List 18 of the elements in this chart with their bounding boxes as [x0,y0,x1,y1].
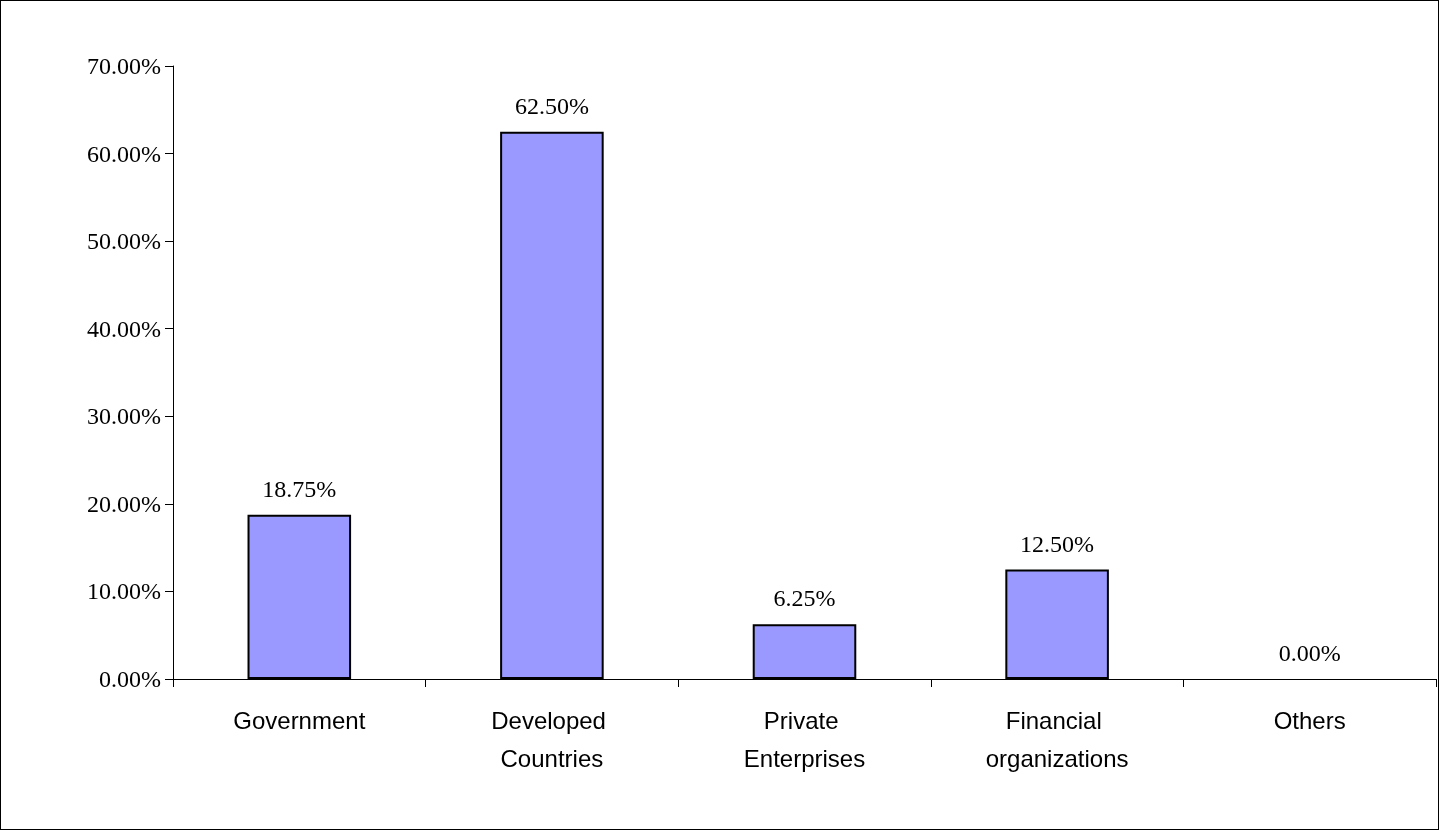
y-tick-label: 50.00% [87,228,161,255]
data-label: 62.50% [514,92,589,119]
x-tick-label: Government [233,706,366,734]
y-tick-label: 70.00% [87,53,161,79]
y-tick-label: 30.00% [87,403,161,430]
data-label: 0.00% [1278,640,1341,666]
y-tick-label: 0.00% [99,666,161,692]
y-tick-label: 60.00% [87,140,161,167]
x-tick-label: Others [1273,706,1346,734]
y-tick-label: 10.00% [87,578,161,605]
data-label: 18.75% [262,475,337,502]
x-tick-label: Developed Countries [491,706,613,772]
data-label: 12.50% [1020,530,1095,557]
y-tick-label: 20.00% [87,490,161,517]
data-label: 6.25% [773,585,836,612]
x-tick-label: Private Enterprises [743,706,866,772]
x-tick-label: Financial organizations [985,706,1129,772]
y-tick-label: 40.00% [87,315,161,342]
